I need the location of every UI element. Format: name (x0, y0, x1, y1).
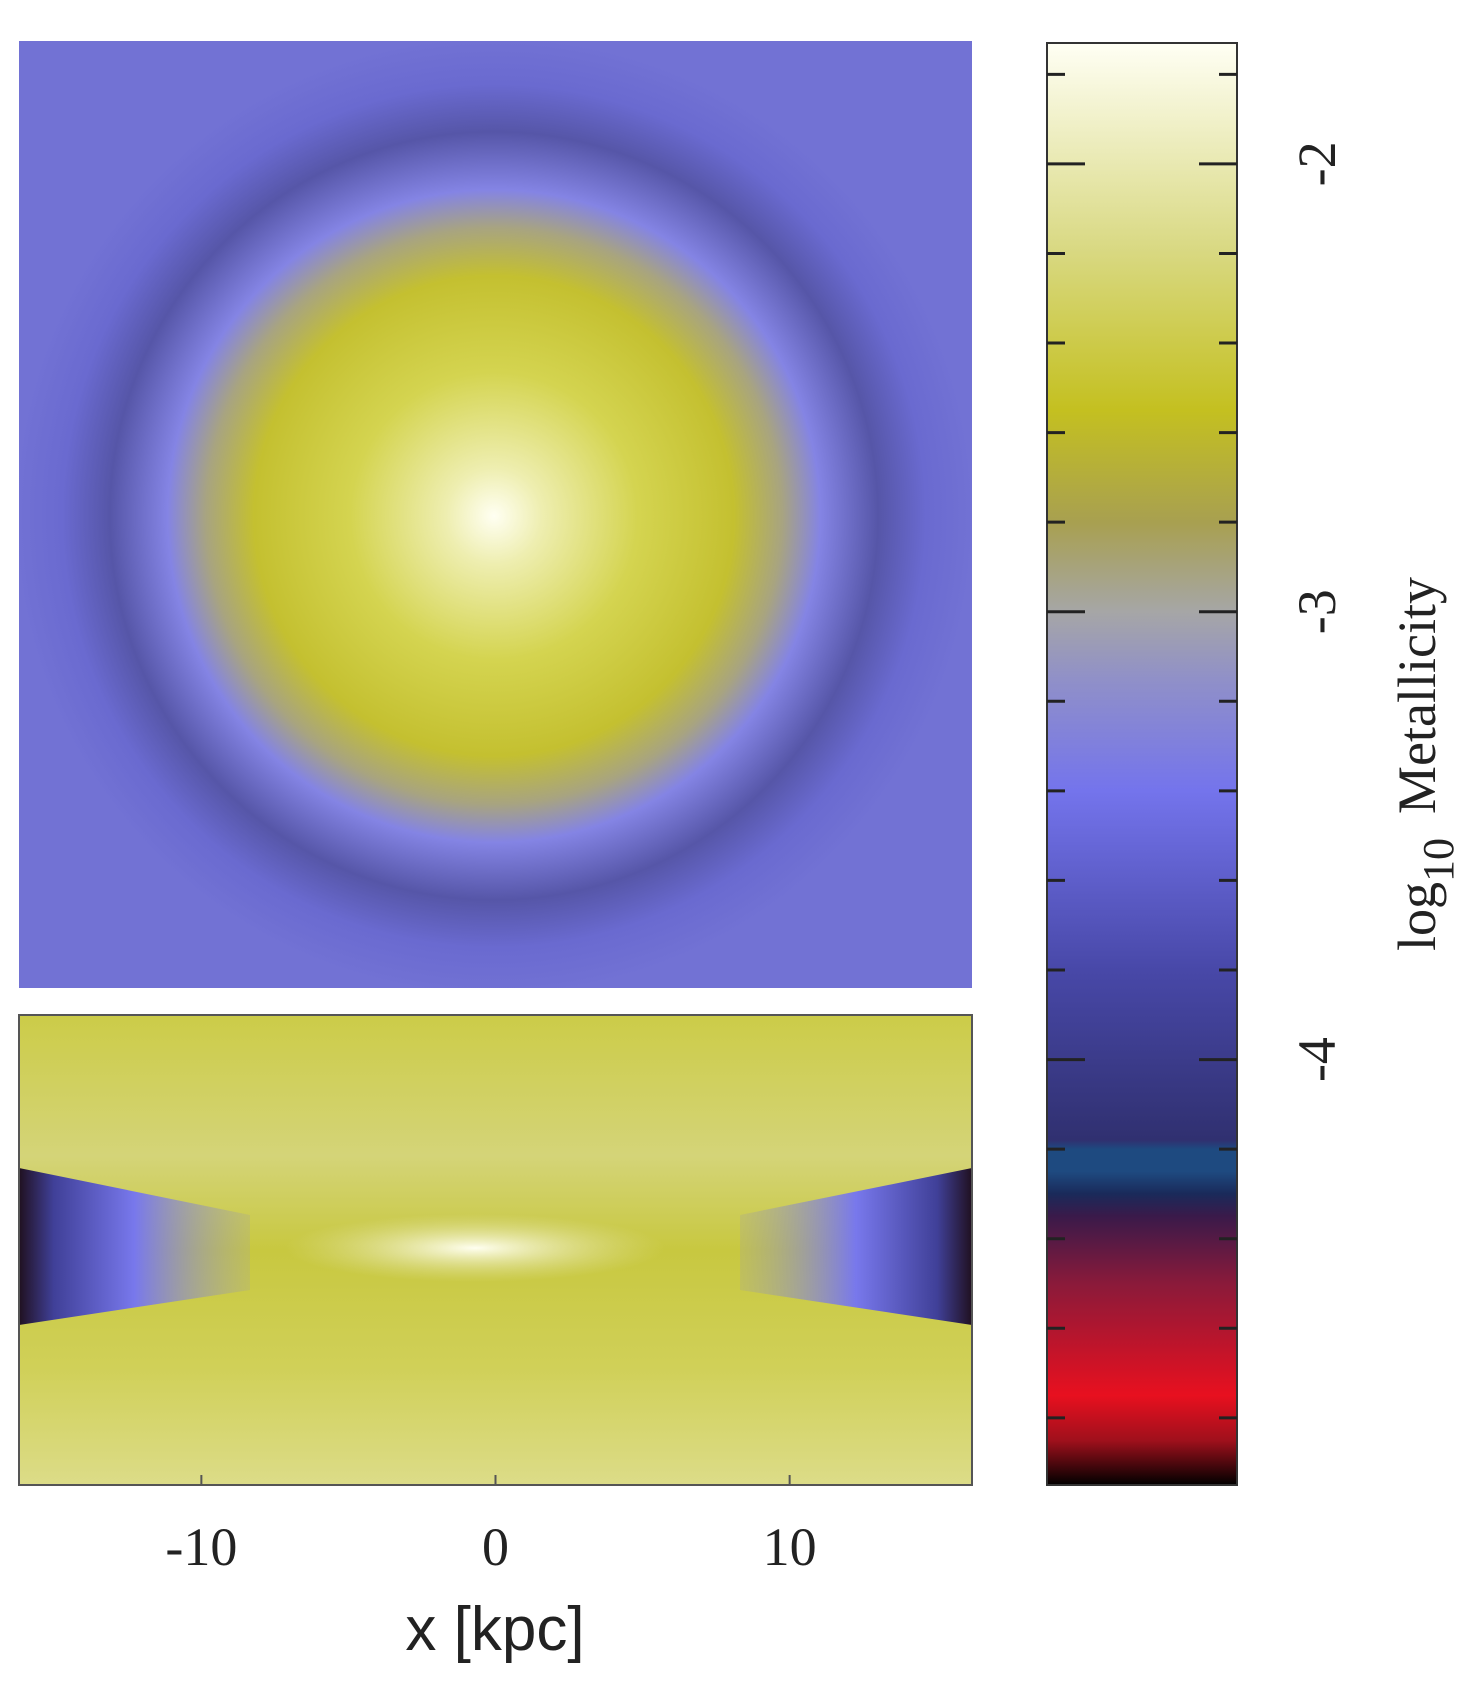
colorbar-label: log10 Metallicity (1387, 577, 1463, 951)
x-tick-label: 10 (763, 1517, 817, 1577)
colorbar-tick-label: -2 (1287, 141, 1347, 186)
label-base: log (1387, 882, 1447, 951)
colorbar (1046, 42, 1238, 1486)
colorbar-tick-label: -4 (1287, 1037, 1347, 1082)
edge-on-feature (285, 1214, 665, 1282)
x-tick-label: 0 (482, 1517, 509, 1577)
edge-on-feature (740, 1168, 972, 1325)
label-sub: 10 (1414, 838, 1463, 882)
x-axis-label: x [kpc] (405, 1595, 584, 1664)
face-on-map (19, 41, 972, 988)
edge-on-feature (19, 1168, 250, 1325)
colorbar-tick-label: -3 (1287, 589, 1347, 634)
label-text: Metallicity (1387, 577, 1447, 814)
x-tick-label: -10 (165, 1517, 237, 1577)
